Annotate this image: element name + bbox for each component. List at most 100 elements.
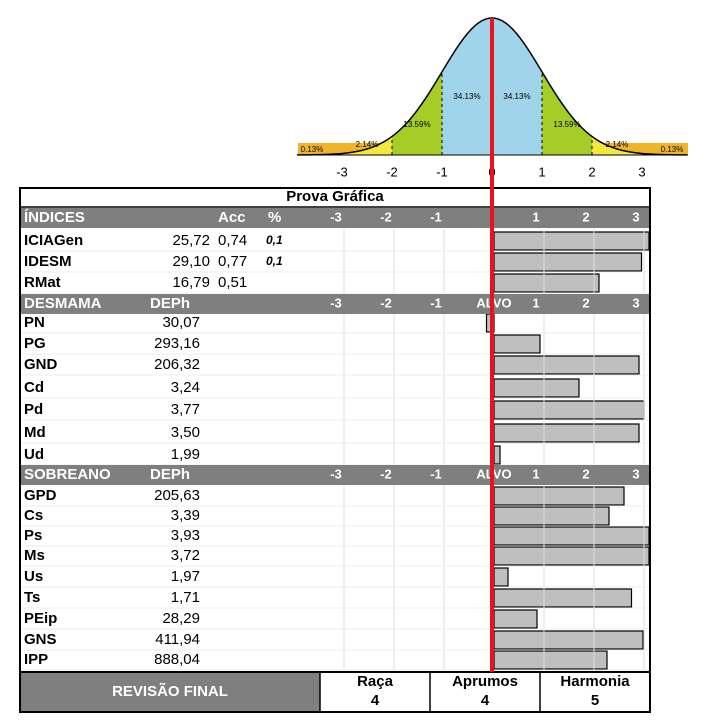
bar xyxy=(493,630,644,650)
row-name: PN xyxy=(24,314,45,331)
scale-label: 3 xyxy=(632,466,639,481)
scale-label: -1 xyxy=(430,295,442,310)
scale-label: -3 xyxy=(330,295,342,310)
bar xyxy=(493,546,650,566)
scale-label: 2 xyxy=(582,209,589,224)
review-value: 5 xyxy=(591,692,599,709)
scale-label: -2 xyxy=(380,295,392,310)
bar xyxy=(493,400,645,420)
row-value: 1,97 xyxy=(171,568,200,585)
bell-curve: 0.13% 2.14% 13.59% 34.13% 34.13% 13.59% 2.14% 0… xyxy=(296,17,688,179)
header-label: DEPh xyxy=(150,466,190,483)
scale-label: -2 xyxy=(380,209,392,224)
bar xyxy=(493,252,643,272)
row-value: 3,93 xyxy=(171,527,200,544)
row-value: 3,72 xyxy=(171,547,200,564)
header-label: ÍNDICES xyxy=(24,209,85,226)
bar xyxy=(493,231,650,251)
review-value: 4 xyxy=(481,692,490,709)
row-value: 3,77 xyxy=(171,401,200,418)
review-box xyxy=(21,673,320,711)
percent-label: 0.13% xyxy=(661,145,684,154)
bar xyxy=(493,609,538,629)
row-name: Pd xyxy=(24,401,43,418)
scale-label: -1 xyxy=(430,466,442,481)
scale-label: -1 xyxy=(430,209,442,224)
bar xyxy=(493,378,580,398)
scale-label: 2 xyxy=(582,295,589,310)
curve-region xyxy=(442,18,492,155)
row-name: IPP xyxy=(24,651,48,668)
header-label: Acc xyxy=(218,209,246,226)
scale-label: 1 xyxy=(532,466,539,481)
row-name: Ts xyxy=(24,589,40,606)
curve-axis-label: 1 xyxy=(538,164,545,179)
row-name: GND xyxy=(24,356,58,373)
review-label: Raça xyxy=(357,673,394,690)
row-value: 888,04 xyxy=(154,651,200,668)
scale-label: 3 xyxy=(632,295,639,310)
row-value: 1,99 xyxy=(171,446,200,463)
bar xyxy=(493,650,608,670)
review-label: Aprumos xyxy=(452,673,518,690)
row-name: PG xyxy=(24,335,46,352)
row-value: 293,16 xyxy=(154,335,200,352)
row-name: GNS xyxy=(24,631,57,648)
row-name: Us xyxy=(24,568,43,585)
bar xyxy=(493,355,640,375)
row-name: Cs xyxy=(24,507,43,524)
curve-region xyxy=(342,136,392,155)
percent-label: 34.13% xyxy=(453,92,480,101)
scale-label: 1 xyxy=(532,295,539,310)
row-value: 3,24 xyxy=(171,379,200,396)
scale-label: -3 xyxy=(330,209,342,224)
row-value: 3,50 xyxy=(171,424,200,441)
row-value: 411,94 xyxy=(155,631,200,648)
row-value: 30,07 xyxy=(162,314,200,331)
percent-label: 34.13% xyxy=(503,92,530,101)
header-label: DEPh xyxy=(150,295,190,312)
row-name: Cd xyxy=(24,379,44,396)
row-value: 205,63 xyxy=(154,487,200,504)
row-acc: 0,51 xyxy=(218,274,247,291)
row-value: 29,10 xyxy=(172,253,210,270)
row-value: 25,72 xyxy=(172,232,210,249)
row-acc: 0,74 xyxy=(218,232,247,249)
review-value: 4 xyxy=(371,692,380,709)
row-name: RMat xyxy=(24,274,61,291)
bar xyxy=(493,506,610,526)
row-name: Md xyxy=(24,424,46,441)
percent-label: 0.13% xyxy=(301,145,324,154)
percent-label: 13.59% xyxy=(403,120,430,129)
curve-axis-label: 3 xyxy=(638,164,645,179)
row-value: 1,71 xyxy=(171,589,200,606)
bar xyxy=(493,486,625,506)
row-acc: 0,77 xyxy=(218,253,247,270)
row-name: Ps xyxy=(24,527,42,544)
row-name: GPD xyxy=(24,487,57,504)
review-label: Harmonia xyxy=(560,673,630,690)
bar xyxy=(493,588,633,608)
bar xyxy=(493,423,640,443)
table-border xyxy=(19,187,651,713)
curve-axis-label: -1 xyxy=(436,164,448,179)
header-label: % xyxy=(268,209,281,226)
bar xyxy=(493,334,541,354)
scale-label: -2 xyxy=(380,466,392,481)
curve-axis-label: -3 xyxy=(336,164,348,179)
row-name: PEip xyxy=(24,610,57,627)
bar xyxy=(493,567,509,587)
row-value: 16,79 xyxy=(172,274,210,291)
row-value: 3,39 xyxy=(171,507,200,524)
bars xyxy=(485,231,650,670)
scale-label: 1 xyxy=(532,209,539,224)
header-label: SOBREANO xyxy=(24,466,111,483)
curve-axis-label: -2 xyxy=(386,164,398,179)
row-value: 206,32 xyxy=(154,356,200,373)
header-label: DESMAMA xyxy=(24,295,102,312)
percent-label: 13.59% xyxy=(553,120,580,129)
bar xyxy=(493,526,650,546)
curve-region xyxy=(492,18,542,155)
scale-label: -3 xyxy=(330,466,342,481)
